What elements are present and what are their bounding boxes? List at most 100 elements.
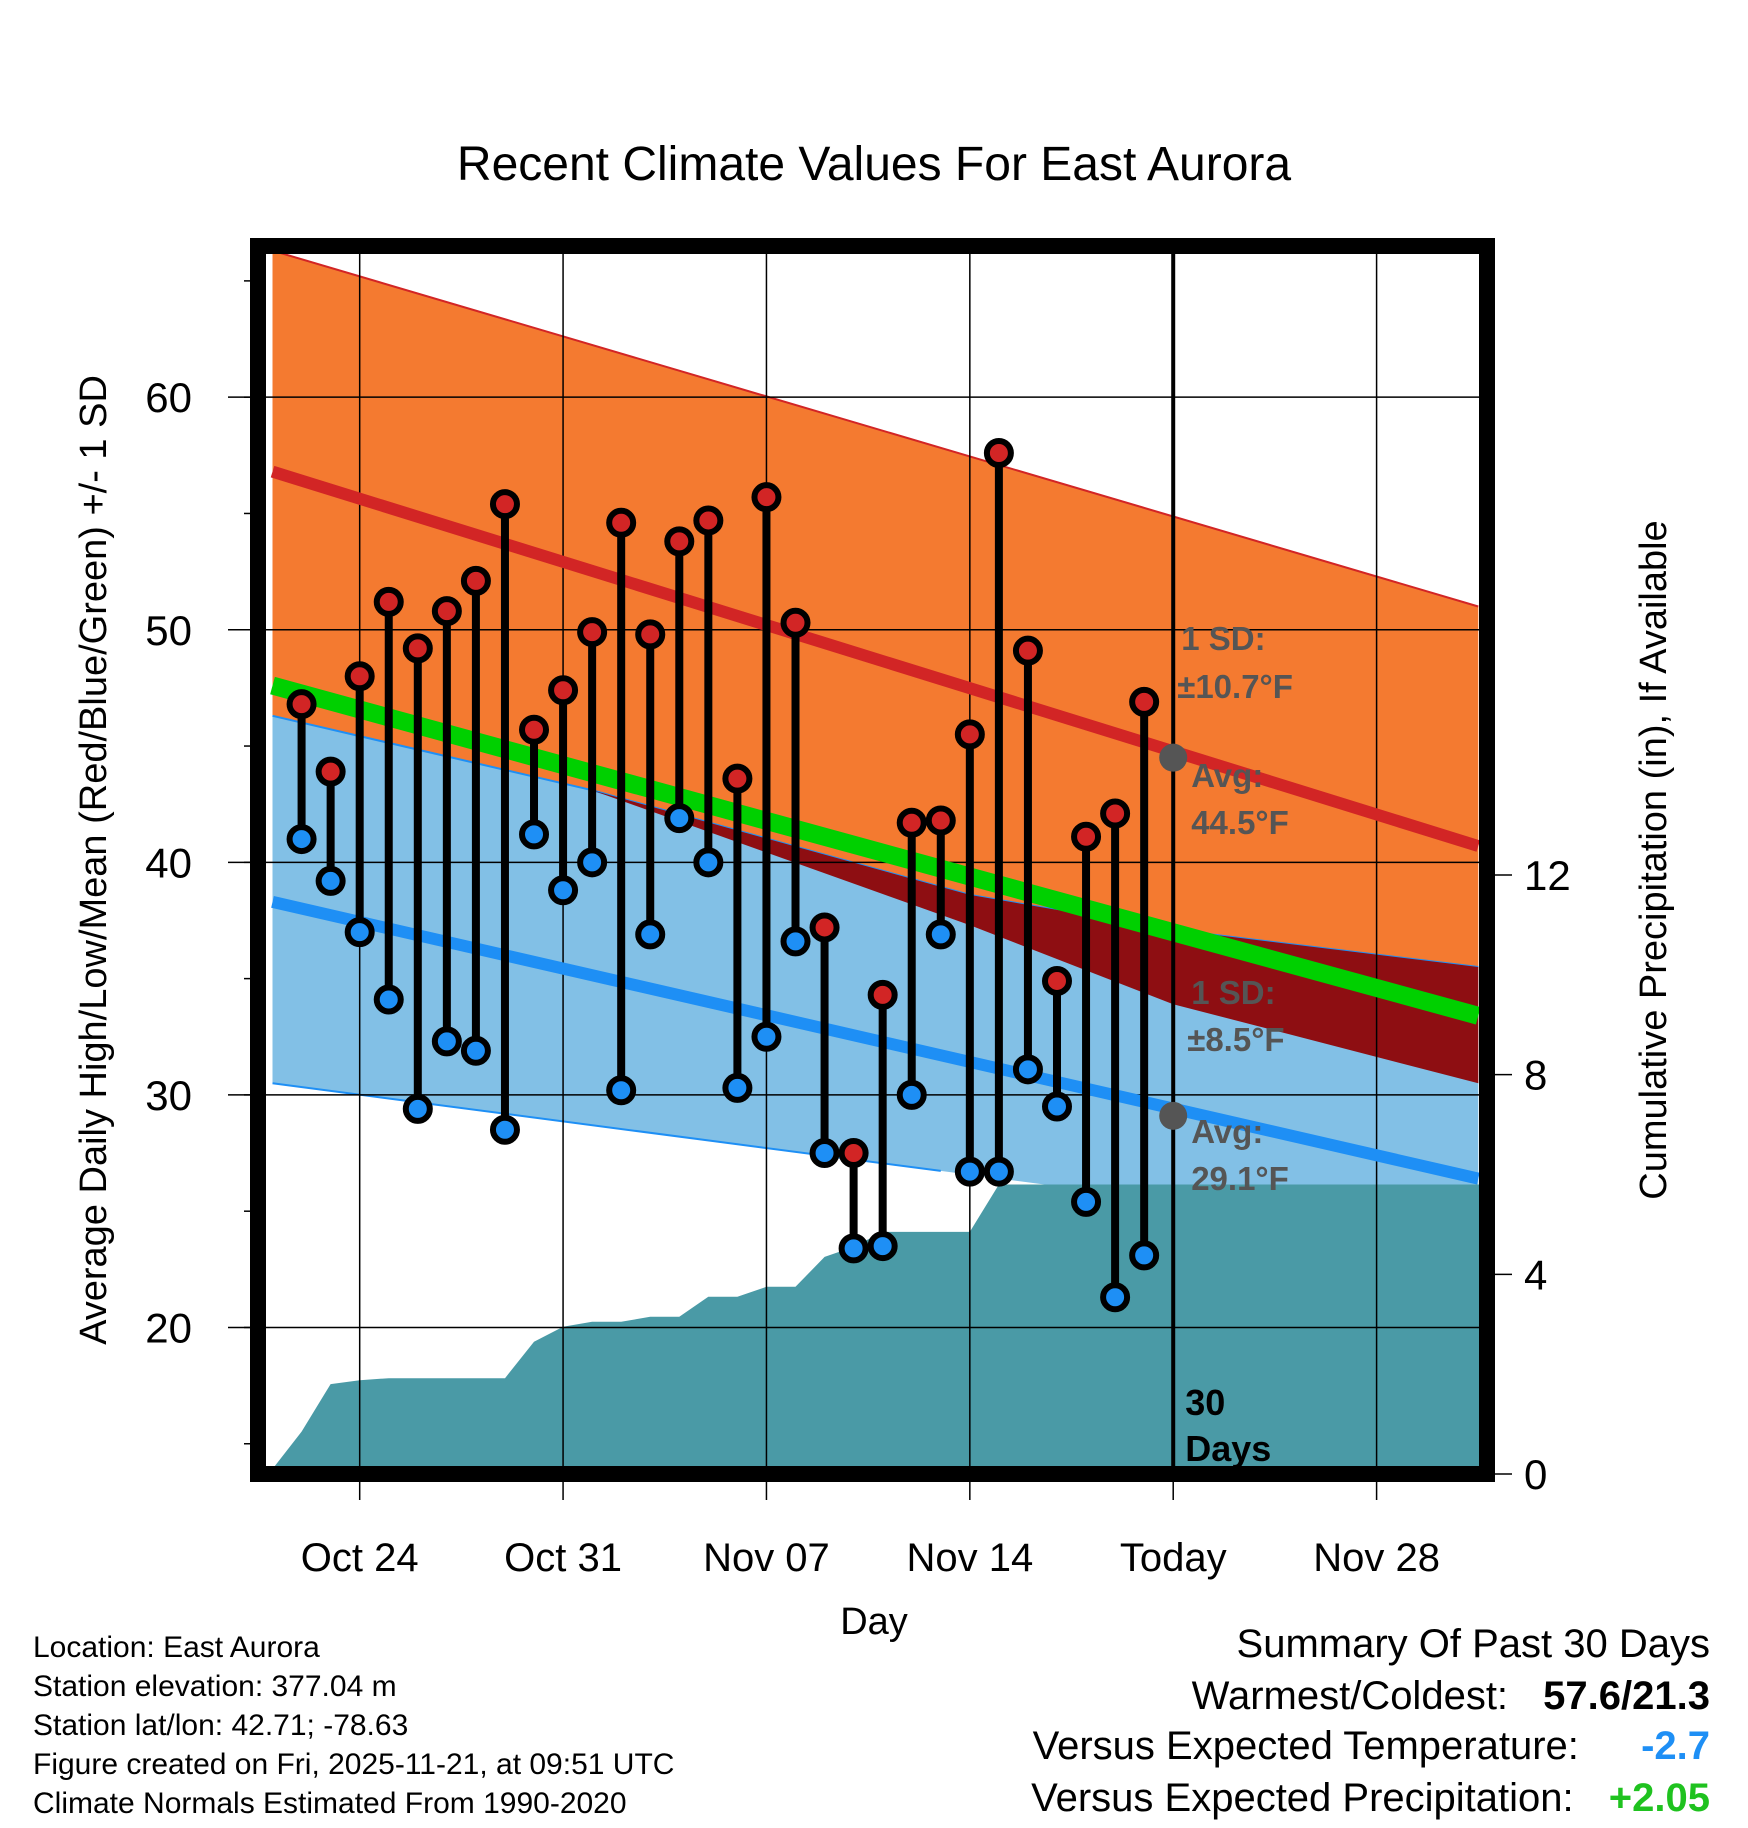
daily-high-point — [1041, 965, 1072, 996]
daily-low-point — [1100, 1282, 1131, 1313]
today-high-avg-marker — [1159, 743, 1188, 772]
daily-low-point — [373, 984, 404, 1015]
daily-high-point — [460, 565, 491, 596]
normal-high-line — [270, 465, 1481, 852]
high-sd-value: ±10.7°F — [1177, 668, 1293, 705]
daily-high-point — [983, 437, 1014, 468]
daily-high-point — [1071, 821, 1102, 852]
daily-low-point — [751, 1021, 782, 1052]
daily-record — [286, 689, 317, 855]
daily-record — [983, 437, 1014, 1187]
high-sd-upper-edge — [272, 249, 1479, 608]
daily-high-point — [635, 619, 666, 650]
daily-record — [780, 607, 811, 957]
summary-precip-row: Versus Expected Precipitation: +2.05 — [1031, 1776, 1710, 1821]
plot-frame — [250, 238, 1495, 1482]
x-tick-label: Today — [1120, 1536, 1227, 1580]
days-word-label: Days — [1185, 1428, 1271, 1469]
daily-high-point — [722, 763, 753, 794]
daily-record — [664, 526, 695, 834]
daily-high-point — [344, 661, 375, 692]
daily-high-point — [373, 586, 404, 617]
daily-low-point — [489, 1114, 520, 1145]
daily-low-point — [896, 1079, 927, 1110]
daily-low-point — [954, 1156, 985, 1187]
daily-high-point — [489, 489, 520, 520]
daily-record — [896, 807, 927, 1110]
location-text: Location: East Aurora — [33, 1631, 320, 1664]
daily-record — [1041, 965, 1072, 1122]
daily-record — [838, 1138, 869, 1264]
high-avg-value: 44.5°F — [1191, 804, 1289, 841]
daily-record — [1129, 686, 1160, 1271]
today-low-avg-marker — [1159, 1101, 1188, 1130]
summary-heading: Summary Of Past 30 Days — [1236, 1622, 1710, 1666]
daily-low-point — [460, 1035, 491, 1066]
daily-high-point — [751, 482, 782, 513]
y-tick-label: 50 — [145, 607, 192, 654]
temp-label: Versus Expected Temperature: — [1032, 1724, 1579, 1768]
days-count-label: 30 — [1185, 1382, 1225, 1423]
daily-low-point — [693, 847, 724, 878]
daily-record — [751, 482, 782, 1052]
daily-record — [606, 507, 637, 1106]
low-sd-label: 1 SD: — [1191, 974, 1275, 1011]
daily-high-point — [867, 979, 898, 1010]
high-avg-label: Avg: — [1191, 757, 1263, 794]
daily-low-point — [1012, 1054, 1043, 1085]
high-sd-label: 1 SD: — [1181, 620, 1265, 657]
daily-record — [519, 714, 550, 850]
daily-low-point — [983, 1156, 1014, 1187]
daily-record — [1100, 798, 1131, 1313]
daily-record — [693, 505, 724, 878]
x-tick-label: Oct 24 — [301, 1536, 419, 1580]
y-tick-label: 60 — [145, 374, 192, 421]
daily-low-point — [780, 926, 811, 957]
y-right-tick-label: 8 — [1524, 1052, 1547, 1099]
daily-record — [722, 763, 753, 1103]
precip-value: +2.05 — [1608, 1776, 1710, 1820]
daily-record — [489, 489, 520, 1145]
daily-record — [548, 675, 579, 906]
temp-value: -2.7 — [1641, 1724, 1710, 1768]
daily-high-point — [925, 805, 956, 836]
daily-high-point — [402, 633, 433, 664]
x-tick-label: Nov 28 — [1313, 1536, 1440, 1580]
daily-record — [635, 619, 666, 950]
daily-low-point — [925, 919, 956, 950]
y-tick-label: 30 — [145, 1072, 192, 1119]
chart-title: Recent Climate Values For East Aurora — [457, 138, 1291, 191]
daily-record — [460, 565, 491, 1066]
daily-record — [925, 805, 956, 950]
daily-high-point — [896, 807, 927, 838]
low-avg-value: 29.1°F — [1191, 1160, 1289, 1197]
daily-high-point — [809, 912, 840, 943]
labels: 1 SD: ±10.7°F Avg: 44.5°F 1 SD: ±8.5°F Avg: 29.… — [73, 138, 1675, 1643]
y-right-axis-title: Cumulative Precipitation (in), If Availa… — [1633, 520, 1675, 1199]
daily-record — [344, 661, 375, 948]
daily-low-point — [1041, 1091, 1072, 1122]
daily-high-point — [838, 1138, 869, 1169]
low-avg-label: Avg: — [1191, 1113, 1263, 1150]
daily-high-point — [693, 505, 724, 536]
daily-low-point — [809, 1138, 840, 1169]
axes — [228, 238, 1512, 1500]
daily-high-point — [1129, 686, 1160, 717]
daily-low-point — [838, 1233, 869, 1264]
daily-high-point — [780, 607, 811, 638]
latlon-text: Station lat/lon: 42.71; -78.63 — [33, 1709, 409, 1742]
daily-low-point — [664, 803, 695, 834]
x-tick-label: Nov 14 — [906, 1536, 1033, 1580]
daily-low-point — [606, 1075, 637, 1106]
elevation-text: Station elevation: 377.04 m — [33, 1670, 397, 1703]
low-sd-value: ±8.5°F — [1187, 1021, 1284, 1058]
created-text: Figure created on Fri, 2025-11-21, at 09… — [33, 1748, 675, 1781]
daily-record — [431, 596, 462, 1057]
daily-high-point — [1100, 798, 1131, 829]
daily-high-point — [577, 617, 608, 648]
x-tick-label: Oct 31 — [504, 1536, 622, 1580]
daily-record — [402, 633, 433, 1124]
summary-temp-row: Versus Expected Temperature: -2.7 — [1033, 1724, 1710, 1769]
y-right-tick-label: 0 — [1524, 1451, 1547, 1498]
daily-high-point — [954, 719, 985, 750]
